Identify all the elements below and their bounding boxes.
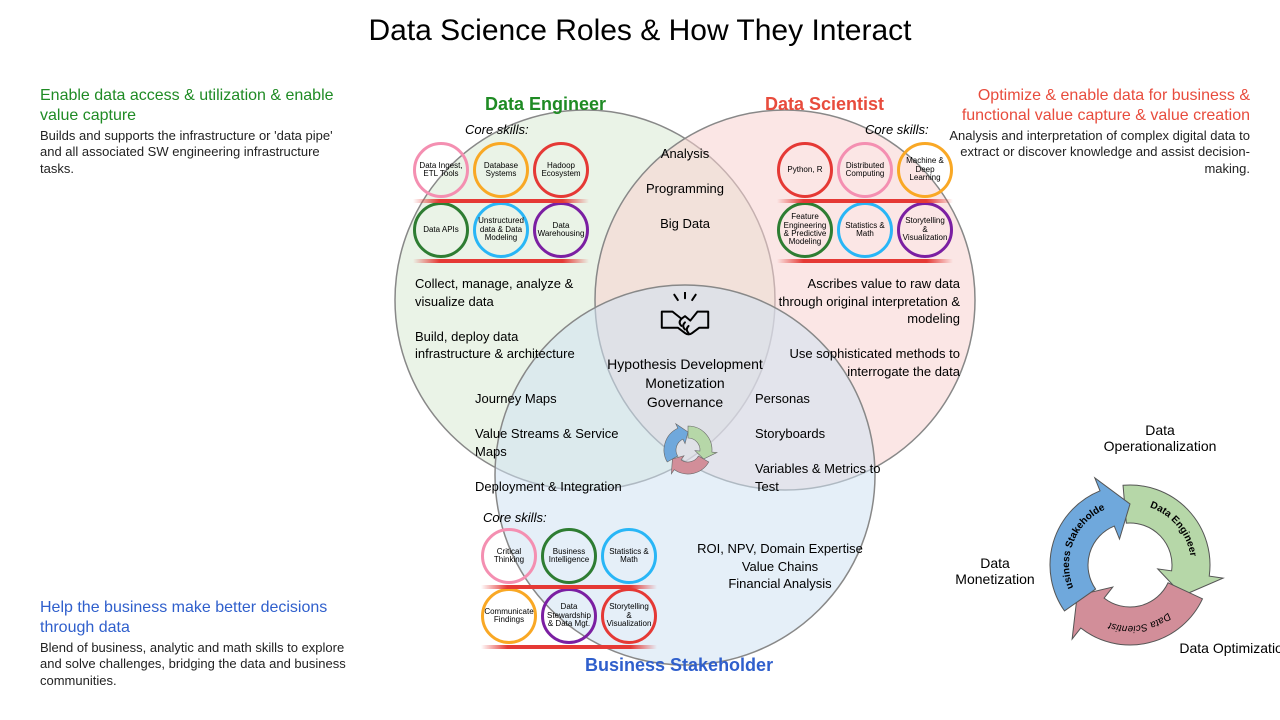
skill-bubble: Feature Engineering & Predictive Modelin…	[777, 202, 833, 258]
engineer-callout-body: Builds and supports the infrastructure o…	[40, 128, 350, 177]
skill-bubble: Machine & Deep Learning	[897, 142, 953, 198]
handshake-icon	[655, 292, 715, 342]
scientist-underline-1	[777, 199, 953, 203]
diagram-canvas: Data Science Roles & How They Interact E…	[0, 0, 1280, 720]
skill-bubble: Data APIs	[413, 202, 469, 258]
overlap-engineer-scientist: AnalysisProgrammingBig Data	[625, 145, 745, 233]
cycle-optimization-label: Data Optimization	[1175, 640, 1280, 656]
cycle-monetization-label: Data Monetization	[940, 555, 1050, 587]
skill-bubble: Database Systems	[473, 142, 529, 198]
page-title: Data Science Roles & How They Interact	[0, 14, 1280, 48]
engineer-underline-1	[413, 199, 589, 203]
skill-bubble: Storytelling & Visualization	[601, 588, 657, 644]
engineer-underline-2	[413, 259, 589, 263]
engineer-callout: Enable data access & utilization & enabl…	[40, 86, 350, 177]
stakeholder-callout-body: Blend of business, analytic and math ski…	[40, 640, 360, 689]
skill-bubble: Communicate Findings	[481, 588, 537, 644]
center-cycle-icon	[653, 420, 723, 480]
skill-bubble: Unstructured data & Data Modeling	[473, 202, 529, 258]
skill-bubble: Storytelling & Visualization	[897, 202, 953, 258]
stakeholder-callout-heading: Help the business make better decisions …	[40, 598, 360, 638]
skill-bubble: Statistics & Math	[601, 528, 657, 584]
engineer-callout-heading: Enable data access & utilization & enabl…	[40, 86, 350, 126]
venn-diagram: Data Engineer Data Scientist Business St…	[365, 80, 1005, 680]
skill-bubble: Data Stewardship & Data Mgt.	[541, 588, 597, 644]
skill-bubble: Hadoop Ecosystem	[533, 142, 589, 198]
engineer-label: Data Engineer	[485, 94, 606, 115]
stakeholder-label: Business Stakeholder	[585, 655, 773, 676]
cycle-operationalization-label: Data Operationalization	[1090, 422, 1230, 454]
scientist-underline-2	[777, 259, 953, 263]
skill-bubble: Distributed Computing	[837, 142, 893, 198]
scientist-core-skills-label: Core skills:	[865, 122, 929, 137]
skill-bubble: Python, R	[777, 142, 833, 198]
skill-bubble: Business Intelligence	[541, 528, 597, 584]
scientist-body-text: Ascribes value to raw data through origi…	[775, 275, 960, 380]
cycle-diagram: Data EngineerData ScientistBusiness Stak…	[1000, 430, 1260, 690]
engineer-core-skills-label: Core skills:	[465, 122, 529, 137]
stakeholder-core-skills-label: Core skills:	[483, 510, 547, 525]
overlap-center: Hypothesis DevelopmentMonetizationGovern…	[590, 355, 780, 412]
stakeholder-underline-2	[481, 645, 657, 649]
skill-bubble: Statistics & Math	[837, 202, 893, 258]
engineer-body-text: Collect, manage, analyze & visualize dat…	[415, 275, 585, 363]
skill-bubble: Critical Thinking	[481, 528, 537, 584]
scientist-label: Data Scientist	[765, 94, 884, 115]
stakeholder-underline-1	[481, 585, 657, 589]
stakeholder-body-text: ROI, NPV, Domain ExpertiseValue ChainsFi…	[685, 540, 875, 593]
stakeholder-callout: Help the business make better decisions …	[40, 598, 360, 689]
skill-bubble: Data Warehousing	[533, 202, 589, 258]
skill-bubble: Data Ingest, ETL Tools	[413, 142, 469, 198]
